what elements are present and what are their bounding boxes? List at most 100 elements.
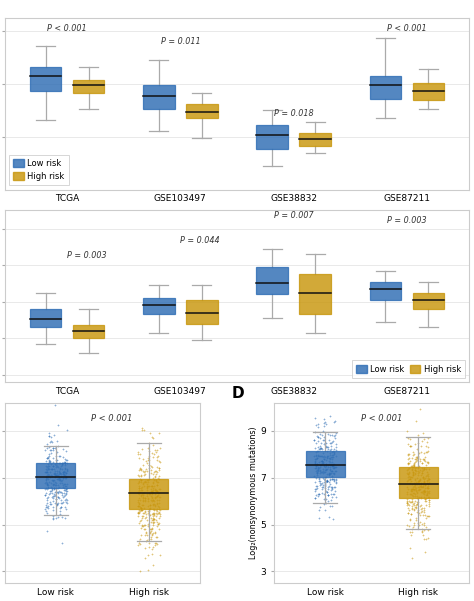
Point bbox=[135, 508, 142, 517]
Point bbox=[411, 465, 419, 475]
Point bbox=[148, 549, 155, 558]
Point bbox=[405, 484, 412, 494]
Point bbox=[329, 461, 337, 471]
Point bbox=[319, 466, 327, 476]
Point bbox=[43, 479, 50, 489]
Point bbox=[151, 481, 158, 490]
Point bbox=[45, 489, 53, 499]
Point bbox=[149, 487, 157, 496]
Point bbox=[408, 497, 416, 507]
Point bbox=[155, 498, 163, 508]
Point bbox=[50, 465, 57, 474]
Point bbox=[54, 462, 61, 471]
Point bbox=[60, 486, 68, 495]
Point bbox=[61, 468, 68, 477]
Point bbox=[410, 484, 418, 494]
Point bbox=[62, 463, 69, 473]
Point bbox=[63, 484, 70, 493]
FancyBboxPatch shape bbox=[299, 274, 331, 314]
Point bbox=[43, 467, 50, 477]
Point bbox=[156, 550, 164, 560]
Point bbox=[146, 501, 154, 510]
Point bbox=[328, 482, 336, 492]
Point bbox=[403, 482, 411, 492]
Point bbox=[47, 464, 55, 474]
Point bbox=[45, 471, 53, 480]
Point bbox=[144, 483, 151, 492]
Point bbox=[420, 520, 428, 530]
Point bbox=[404, 464, 411, 474]
Point bbox=[58, 512, 65, 522]
Point bbox=[333, 478, 340, 488]
Point bbox=[62, 458, 69, 468]
Point bbox=[135, 487, 142, 496]
Point bbox=[63, 459, 71, 468]
Point bbox=[405, 449, 412, 459]
Point bbox=[320, 418, 328, 428]
Point bbox=[321, 483, 328, 493]
Text: P < 0.001: P < 0.001 bbox=[361, 413, 402, 423]
Point bbox=[151, 466, 158, 475]
Point bbox=[136, 483, 143, 493]
Point bbox=[44, 453, 52, 463]
Point bbox=[315, 513, 322, 523]
Point bbox=[415, 475, 423, 485]
Point bbox=[418, 458, 426, 468]
Point bbox=[134, 447, 142, 456]
Point bbox=[328, 466, 336, 476]
Point bbox=[408, 486, 415, 495]
Point bbox=[58, 538, 66, 548]
Point bbox=[142, 465, 150, 474]
Point bbox=[310, 471, 318, 481]
Point bbox=[155, 463, 163, 472]
Point bbox=[419, 487, 426, 497]
Point bbox=[43, 454, 50, 463]
Point bbox=[321, 480, 329, 490]
Point bbox=[411, 464, 419, 474]
Point bbox=[326, 475, 334, 485]
Point bbox=[419, 458, 426, 468]
Point bbox=[136, 489, 143, 499]
Point bbox=[331, 462, 339, 472]
Point bbox=[150, 514, 157, 524]
Point bbox=[51, 491, 58, 501]
Point bbox=[317, 462, 324, 471]
Point bbox=[149, 493, 156, 503]
Point bbox=[419, 524, 426, 534]
Point bbox=[153, 480, 160, 489]
Point bbox=[47, 478, 55, 488]
Point bbox=[135, 454, 142, 463]
Point bbox=[63, 465, 71, 475]
Point bbox=[61, 459, 69, 468]
Point bbox=[313, 470, 320, 480]
Point bbox=[63, 473, 70, 483]
Point bbox=[322, 439, 330, 448]
Point bbox=[420, 493, 428, 502]
Point bbox=[152, 485, 160, 495]
Point bbox=[153, 492, 160, 502]
Point bbox=[319, 456, 326, 466]
Point bbox=[322, 495, 329, 504]
Point bbox=[326, 512, 333, 522]
Point bbox=[408, 454, 415, 463]
Point bbox=[144, 455, 152, 465]
Point bbox=[55, 493, 63, 502]
Point bbox=[403, 520, 411, 529]
Point bbox=[47, 470, 55, 480]
Point bbox=[313, 463, 320, 472]
Point bbox=[328, 448, 336, 457]
Point bbox=[328, 457, 336, 466]
Point bbox=[415, 468, 422, 477]
Point bbox=[424, 457, 431, 467]
Point bbox=[325, 481, 332, 490]
Point bbox=[410, 522, 417, 531]
FancyBboxPatch shape bbox=[370, 76, 401, 99]
Point bbox=[143, 458, 151, 468]
Point bbox=[320, 454, 328, 464]
Point bbox=[330, 447, 337, 457]
Point bbox=[408, 484, 416, 494]
Point bbox=[148, 481, 156, 491]
Point bbox=[44, 463, 51, 472]
Point bbox=[55, 462, 62, 472]
Point bbox=[136, 536, 143, 546]
